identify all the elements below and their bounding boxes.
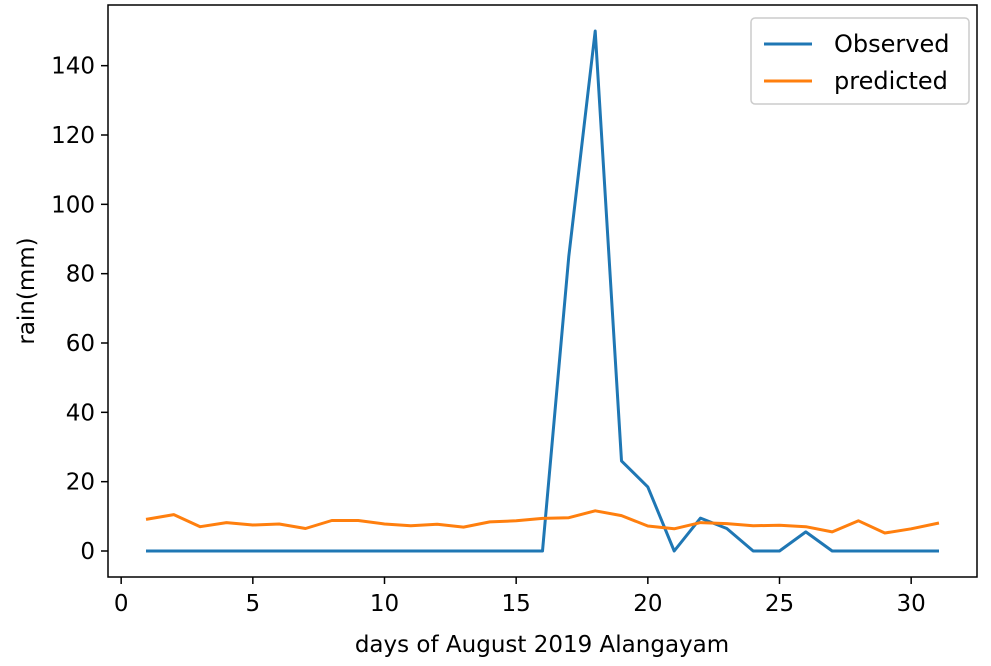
y-tick-label: 120 — [51, 123, 95, 149]
y-tick-label: 80 — [66, 262, 95, 288]
x-tick-label: 20 — [633, 591, 662, 617]
x-tick-label: 0 — [114, 591, 129, 617]
y-tick-label: 40 — [66, 400, 95, 426]
x-tick-label: 10 — [370, 591, 399, 617]
y-axis-ticks: 0 20 40 60 80 100 120 140 — [51, 54, 108, 565]
series-line-observed — [146, 29, 939, 553]
legend: Observed predicted — [750, 17, 970, 105]
x-tick-label: 15 — [502, 591, 531, 617]
y-tick-label: 20 — [66, 470, 95, 496]
legend-label-predicted: predicted — [834, 67, 948, 95]
x-tick-label: 30 — [897, 591, 926, 617]
x-tick-label: 25 — [765, 591, 794, 617]
series-line-predicted — [145, 509, 940, 535]
y-tick-label: 100 — [51, 192, 95, 218]
y-tick-label: 140 — [51, 54, 95, 80]
y-axis-label: rain(mm) — [14, 237, 40, 344]
y-tick-label: 0 — [80, 539, 95, 565]
x-axis-label: days of August 2019 Alangayam — [355, 632, 729, 658]
x-tick-label: 5 — [246, 591, 261, 617]
y-tick-label: 60 — [66, 331, 95, 357]
x-axis-ticks: 0 5 10 15 20 25 30 — [114, 577, 926, 617]
legend-label-observed: Observed — [834, 30, 949, 58]
series-layer — [145, 29, 940, 553]
